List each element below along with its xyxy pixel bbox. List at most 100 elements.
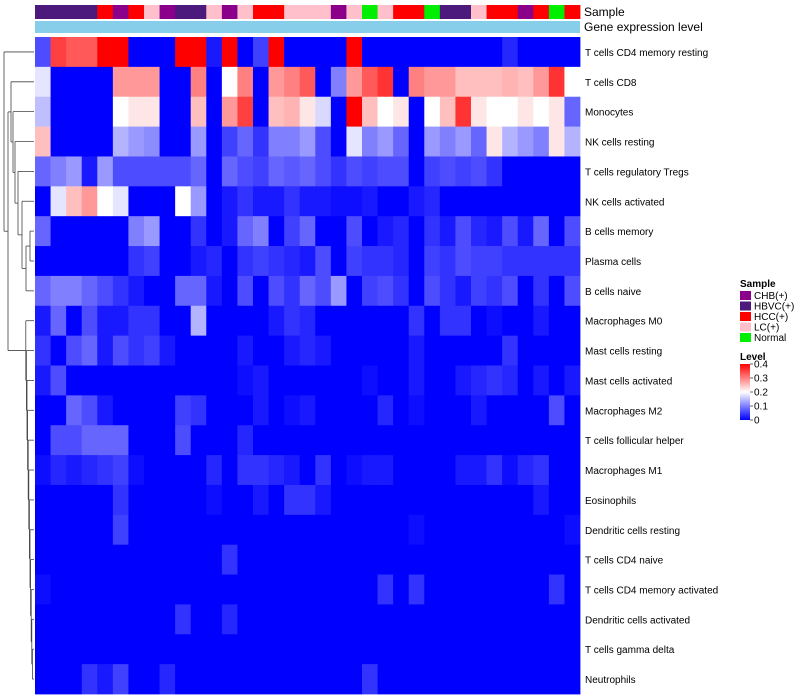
heatmap-cell [439,37,456,68]
heatmap-cell [424,96,441,127]
heatmap-cell [315,246,332,277]
heatmap-cell [221,634,238,665]
heatmap-cell [424,395,441,426]
heatmap-cell [253,96,269,127]
heatmap-cell [393,514,410,546]
heatmap-cell [35,395,51,426]
heatmap-cells [35,37,581,695]
heatmap-cell [66,246,83,277]
heatmap-cell [253,574,269,605]
row-label: Macrophages M2 [585,406,663,417]
heatmap-cell [190,246,207,277]
heatmap-cell [455,186,472,217]
heatmap-cell [299,66,316,98]
heatmap-cell [393,216,410,247]
heatmap-cell [253,664,269,695]
sample-annotation-cell [315,5,332,19]
heatmap-cell [206,484,223,516]
heatmap-cell [66,186,83,217]
heatmap-cell [362,335,378,366]
heatmap-cell [128,634,145,665]
heatmap-cell [81,395,98,426]
heatmap-cell [471,66,487,98]
heatmap-cell [439,634,456,665]
heatmap-cell [206,156,223,187]
heatmap-cell [424,335,441,366]
heatmap-cell [50,574,67,605]
heatmap-cell [144,37,160,68]
heatmap-cell [299,664,316,695]
sample-annotation-cell [471,5,487,19]
heatmap-cell [175,216,192,247]
heatmap-cell [517,335,534,366]
heatmap-cell [377,634,394,665]
sample-annotation-cell [35,5,51,19]
heatmap-cell [424,484,441,516]
heatmap-cell [315,604,332,635]
heatmap-cell [439,604,456,635]
heatmap-cell [128,186,145,217]
heatmap-cell [221,186,238,217]
heatmap-cell [284,66,301,98]
heatmap-cell [346,604,363,635]
heatmap-cell [564,365,581,396]
heatmap-cell [455,604,472,635]
heatmap-cell [533,275,550,307]
heatmap-cell [517,246,534,277]
heatmap-cell [564,395,581,426]
heatmap-cell [206,455,223,486]
heatmap-cell [50,66,67,98]
heatmap-cell [548,514,565,546]
row-label: B cells naive [585,287,642,298]
heatmap-cell [81,604,98,635]
heatmap-cell [548,275,565,307]
heatmap-cell [330,395,347,426]
heatmap-cell [362,186,378,217]
heatmap-cell [564,604,581,635]
heatmap-cell [81,335,98,366]
heatmap-cell [299,455,316,486]
heatmap-cell [190,484,207,516]
heatmap-cell [190,156,207,187]
heatmap-cell [284,305,301,337]
heatmap-cell [221,156,238,187]
heatmap-cell [190,66,207,98]
heatmap-cell [206,96,223,127]
heatmap-cell [408,275,425,307]
heatmap-cell [424,186,441,217]
heatmap-cell [175,574,192,605]
heatmap-cell [315,275,332,307]
heatmap-cell [299,365,316,396]
heatmap-cell [517,275,534,307]
heatmap-cell [253,634,269,665]
heatmap-cell [97,216,114,247]
heatmap-cell [455,664,472,695]
heatmap-cell [253,305,269,337]
heatmap-cell [190,186,207,217]
heatmap-cell [315,425,332,456]
heatmap-cell [35,66,51,98]
heatmap-cell [97,425,114,456]
row-label: NK cells resting [585,138,654,149]
heatmap-cell [377,335,394,366]
row-label: T cells CD4 memory resting [585,48,708,59]
heatmap-cell [50,37,67,68]
sample-annotation-track [35,5,581,19]
heatmap-cell [377,275,394,307]
sample-track-label: Sample [584,5,625,19]
heatmap-cell [377,186,394,217]
heatmap-cell [128,664,145,695]
heatmap-cell [237,37,254,68]
heatmap-cell [471,574,487,605]
heatmap-cell [253,604,269,635]
heatmap-cell [206,604,223,635]
heatmap-cell [455,514,472,546]
heatmap-cell [268,484,285,516]
heatmap-cell [50,395,67,426]
heatmap-cell [268,604,285,635]
heatmap-cell [377,544,394,575]
heatmap-cell [439,574,456,605]
heatmap-cell [237,455,254,486]
sample-annotation-cell [237,5,254,19]
heatmap-cell [393,455,410,486]
